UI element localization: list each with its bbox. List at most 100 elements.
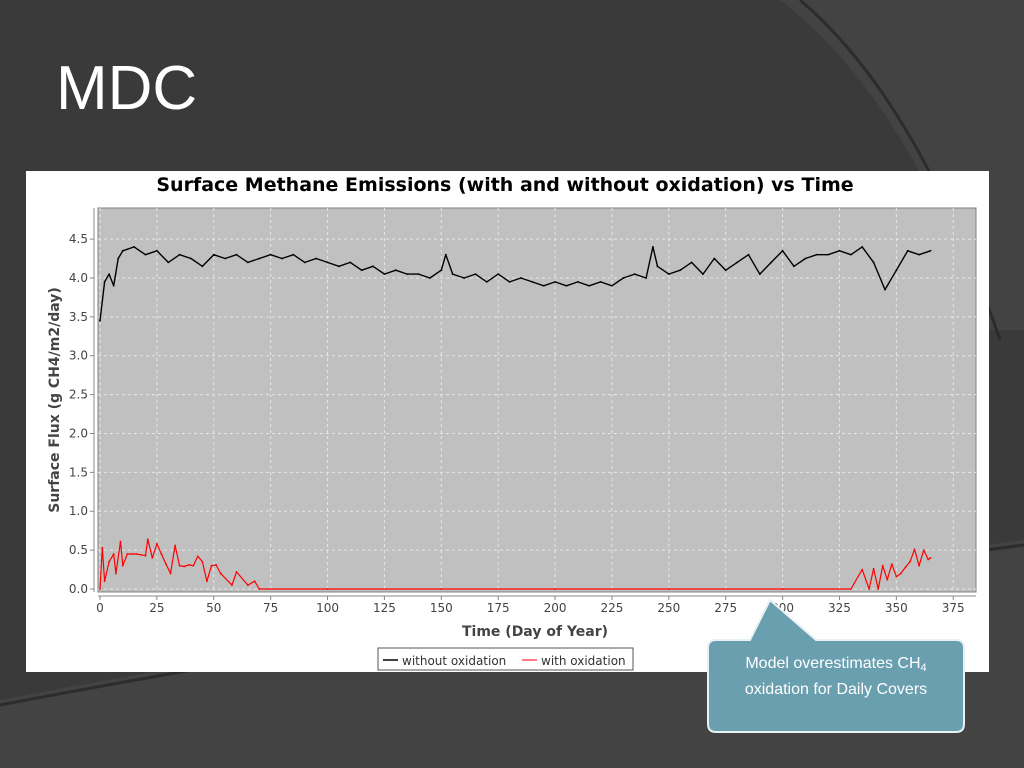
- data-point-with-oxidation: [918, 564, 921, 567]
- data-point-without-oxidation: [599, 280, 602, 283]
- data-point-without-oxidation: [212, 253, 215, 256]
- data-point-without-oxidation: [112, 284, 115, 287]
- data-point-without-oxidation: [542, 284, 545, 287]
- data-point-with-oxidation: [169, 572, 172, 575]
- data-point-without-oxidation: [246, 261, 249, 264]
- data-point-without-oxidation: [849, 253, 852, 256]
- data-point-without-oxidation: [292, 253, 295, 256]
- data-point-without-oxidation: [622, 277, 625, 279]
- slide-title: MDC: [56, 54, 198, 123]
- data-point-without-oxidation: [565, 284, 568, 287]
- x-tick-label: 175: [487, 601, 510, 615]
- data-point-with-oxidation: [781, 588, 784, 590]
- data-point-without-oxidation: [872, 261, 875, 264]
- data-point-without-oxidation: [417, 273, 420, 275]
- x-axis-label: Time (Day of Year): [462, 624, 608, 640]
- data-point-with-oxidation: [160, 553, 163, 555]
- data-point-without-oxidation: [679, 269, 682, 272]
- callout-text: Model overestimates CH4 oxidation for Da…: [708, 653, 964, 701]
- data-point-with-oxidation: [861, 568, 864, 571]
- data-point-without-oxidation: [474, 273, 477, 275]
- data-point-with-oxidation: [103, 580, 106, 583]
- data-point-with-oxidation: [890, 563, 893, 566]
- data-point-with-oxidation: [144, 554, 147, 557]
- x-tick-label: 250: [657, 601, 680, 615]
- chart-title: Surface Methane Emissions (with and with…: [156, 174, 853, 196]
- data-point-without-oxidation: [656, 265, 659, 268]
- data-point-with-oxidation: [135, 553, 138, 555]
- data-point-without-oxidation: [360, 269, 363, 272]
- data-point-without-oxidation: [349, 261, 352, 264]
- y-tick-label: 4.5: [69, 232, 88, 246]
- data-point-with-oxidation: [101, 546, 104, 549]
- data-point-without-oxidation: [281, 257, 283, 260]
- data-point-without-oxidation: [508, 280, 511, 283]
- data-point-without-oxidation: [201, 265, 204, 268]
- data-point-with-oxidation: [196, 555, 199, 558]
- x-tick-label: 0: [96, 601, 104, 615]
- x-tick-label: 225: [600, 601, 623, 615]
- callout-text-main: Model overestimates CH: [745, 655, 921, 672]
- data-point-with-oxidation: [922, 549, 925, 552]
- axes: 0 25 50 75 100 125 150 175 200 225 250 275 300 325 350…: [69, 208, 976, 615]
- data-point-without-oxidation: [303, 261, 306, 264]
- data-point-without-oxidation: [117, 257, 120, 260]
- data-point-without-oxidation: [258, 257, 261, 260]
- data-point-with-oxidation: [554, 588, 556, 590]
- data-point-without-oxidation: [758, 273, 761, 275]
- y-tick-label: 3.5: [69, 310, 88, 324]
- plot-area: [97, 207, 977, 593]
- data-point-without-oxidation: [554, 280, 556, 283]
- x-tick-label: 50: [206, 601, 221, 615]
- data-point-without-oxidation: [918, 253, 921, 256]
- data-point-without-oxidation: [895, 269, 898, 272]
- data-point-without-oxidation: [167, 261, 170, 264]
- data-point-without-oxidation: [315, 257, 318, 260]
- data-point-without-oxidation: [633, 273, 636, 275]
- y-tick-label: 4.0: [69, 271, 88, 285]
- data-point-without-oxidation: [531, 280, 534, 283]
- data-point-with-oxidation: [246, 584, 249, 587]
- x-tick-label: 375: [942, 601, 965, 615]
- data-point-without-oxidation: [497, 273, 500, 275]
- data-point-with-oxidation: [187, 563, 190, 566]
- data-point-with-oxidation: [108, 560, 111, 563]
- data-point-with-oxidation: [140, 553, 142, 556]
- data-point-with-oxidation: [235, 570, 238, 573]
- data-point-without-oxidation: [485, 280, 488, 283]
- data-point-without-oxidation: [667, 273, 670, 275]
- data-point-with-oxidation: [192, 564, 195, 567]
- data-point-without-oxidation: [133, 245, 136, 248]
- data-point-with-oxidation: [126, 553, 129, 555]
- x-tick-label: 350: [885, 601, 908, 615]
- data-point-without-oxidation: [838, 249, 841, 252]
- x-tick-label: 75: [263, 601, 278, 615]
- data-point-with-oxidation: [215, 563, 217, 566]
- data-point-with-oxidation: [927, 558, 930, 561]
- grid-lines: [98, 208, 976, 592]
- data-point-without-oxidation: [652, 245, 654, 248]
- data-point-without-oxidation: [861, 245, 864, 248]
- x-tick-label: 25: [149, 601, 164, 615]
- data-point-without-oxidation: [178, 253, 181, 256]
- data-point-without-oxidation: [520, 277, 522, 279]
- data-point-without-oxidation: [394, 269, 397, 272]
- data-point-with-oxidation: [146, 538, 149, 541]
- y-tick-label: 1.0: [69, 504, 88, 518]
- data-point-without-oxidation: [804, 257, 807, 260]
- callout-text-line2: oxidation for Daily Covers: [744, 681, 928, 698]
- x-tick-label: 325: [828, 601, 851, 615]
- data-point-without-oxidation: [326, 261, 329, 264]
- chart-panel: Surface Methane Emissions (with and with…: [26, 171, 989, 672]
- callout-bubble: [707, 598, 965, 733]
- data-point-with-oxidation: [929, 556, 932, 559]
- data-point-without-oxidation: [155, 249, 158, 252]
- data-point-with-oxidation: [904, 566, 907, 569]
- y-tick-label: 2.0: [69, 426, 88, 440]
- data-point-with-oxidation: [155, 543, 158, 545]
- data-point-without-oxidation: [103, 280, 106, 283]
- series-lines: [99, 245, 932, 590]
- data-point-without-oxidation: [793, 265, 795, 268]
- data-point-with-oxidation: [210, 564, 213, 567]
- callout-text-sub: 4: [920, 662, 927, 674]
